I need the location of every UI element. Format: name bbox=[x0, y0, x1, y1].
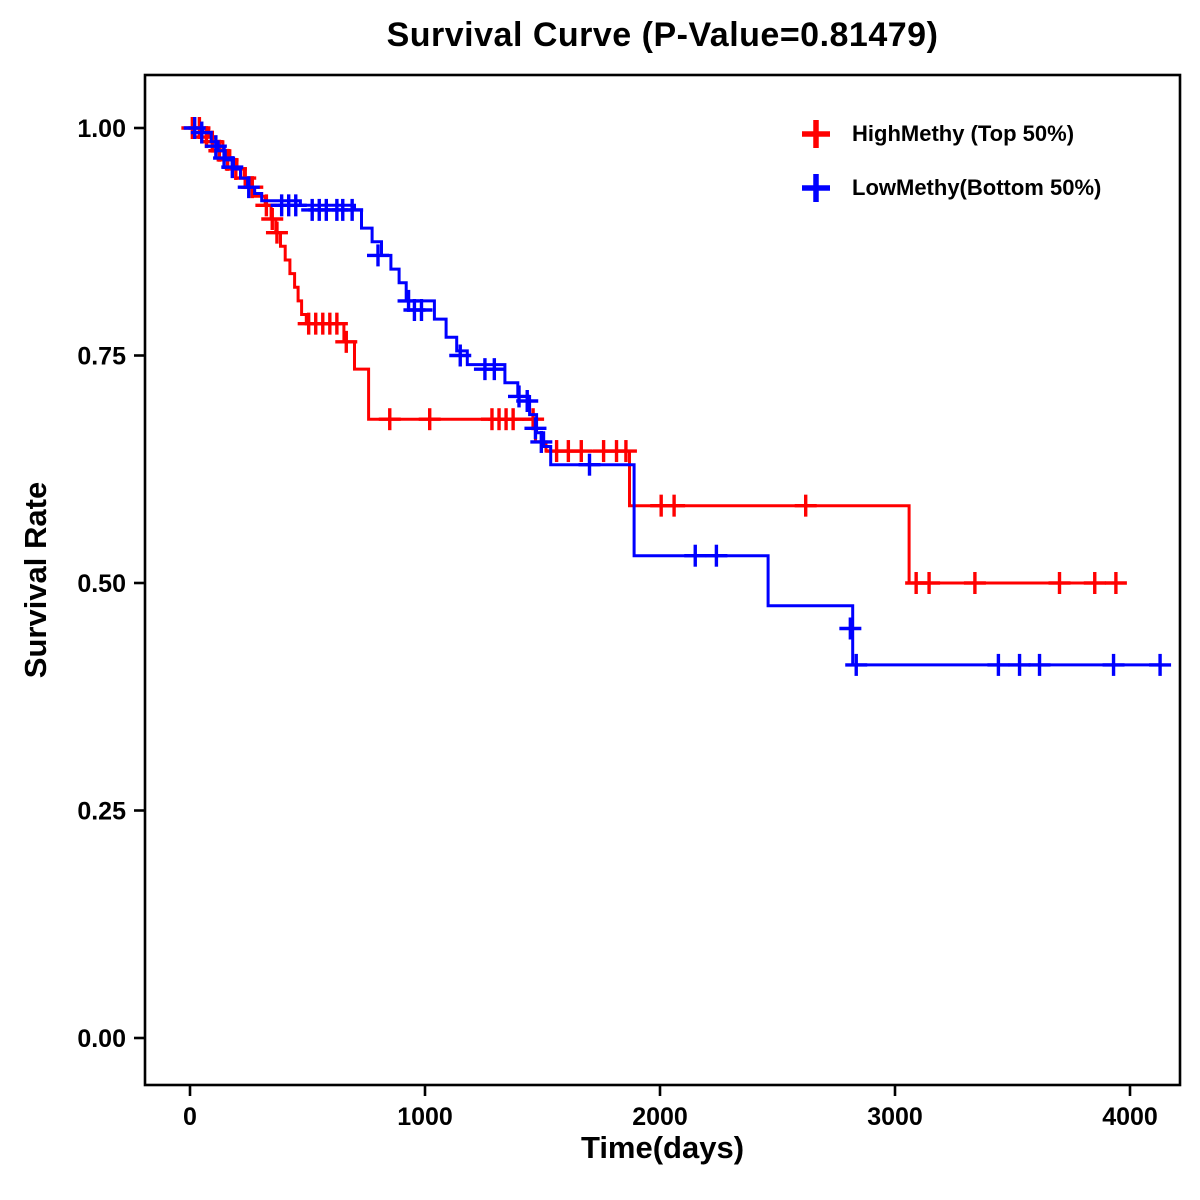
series-1 bbox=[183, 117, 1172, 676]
x-tick-label: 4000 bbox=[1102, 1103, 1158, 1131]
x-axis-label: Time(days) bbox=[580, 1130, 745, 1165]
x-tick-label: 3000 bbox=[867, 1103, 923, 1131]
y-tick-label: 0.25 bbox=[77, 798, 126, 826]
legend: HighMethy (Top 50%) LowMethy(Bottom 50%) bbox=[798, 116, 1101, 206]
y-tick-label: 1.00 bbox=[77, 115, 126, 143]
y-tick-label: 0.00 bbox=[77, 1025, 126, 1053]
legend-item-highmethy: HighMethy (Top 50%) bbox=[798, 116, 1101, 152]
plus-marker-icon bbox=[802, 120, 830, 148]
y-tick-label: 0.50 bbox=[77, 570, 126, 598]
x-tick-label: 1000 bbox=[397, 1103, 453, 1131]
legend-label-lowmethy: LowMethy(Bottom 50%) bbox=[852, 175, 1102, 200]
plus-marker-icon bbox=[802, 174, 830, 202]
legend-item-lowmethy: LowMethy(Bottom 50%) bbox=[798, 170, 1101, 206]
y-axis-ticks: 0.00 0.25 0.50 0.75 1.00 bbox=[77, 115, 145, 1053]
x-axis-ticks: 0 1000 2000 3000 4000 bbox=[183, 1085, 1158, 1131]
x-tick-label: 0 bbox=[183, 1103, 197, 1131]
censor-marks-1 bbox=[183, 117, 1172, 676]
y-tick-label: 0.75 bbox=[77, 343, 126, 371]
chart-title: Survival Curve (P-Value=0.81479) bbox=[386, 16, 939, 54]
legend-label-highmethy: HighMethy (Top 50%) bbox=[852, 121, 1075, 146]
series-0 bbox=[181, 117, 1127, 594]
y-axis-label: Survival Rate bbox=[18, 481, 53, 679]
plot-border bbox=[143, 73, 1182, 1087]
x-tick-label: 2000 bbox=[632, 1103, 688, 1131]
